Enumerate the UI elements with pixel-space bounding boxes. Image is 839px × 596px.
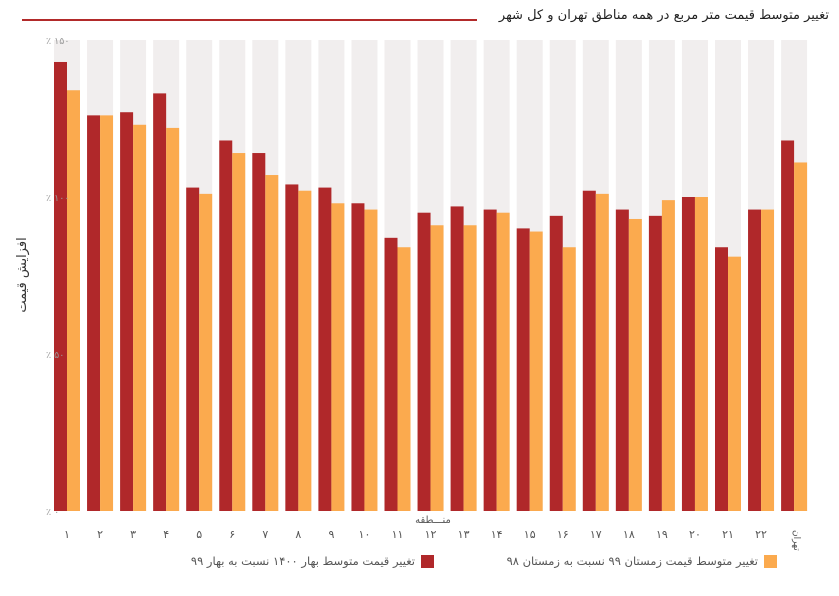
bar-series-2 [430, 225, 444, 511]
x-tick-label: ۲۰ [689, 528, 701, 541]
bar-series-1 [351, 203, 365, 511]
legend-swatch-series-2 [764, 554, 777, 568]
bar-series-2 [794, 162, 808, 511]
bar-series-1 [285, 184, 299, 511]
bar-series-1 [120, 112, 134, 511]
y-tick-label: ۱۰۰ ٪ [46, 193, 69, 204]
bar-series-1 [318, 187, 332, 511]
bar-series-1 [648, 215, 662, 511]
x-tick-label: ۱۰ [359, 528, 371, 541]
bar-series-2 [67, 90, 80, 512]
x-tick-label: ۶ [229, 528, 235, 541]
x-tick-label: ۷ [262, 528, 268, 541]
bar-series-1 [681, 197, 695, 511]
bar-series-1 [186, 187, 200, 511]
bar-series-2 [331, 203, 345, 511]
title-underline [22, 19, 477, 21]
x-tick-label: ۳ [130, 528, 136, 541]
bar-series-1 [781, 140, 795, 512]
x-tick-label: ۲۲ [755, 528, 767, 541]
y-tick-label: ۰ ٪ [46, 507, 59, 518]
bar-series-2 [562, 247, 576, 512]
bar-series-2 [661, 200, 675, 511]
bar-series-2 [628, 218, 642, 512]
bar-series-2 [529, 231, 543, 512]
x-tick-label: ۱۹ [656, 528, 668, 541]
bar-series-2 [496, 212, 510, 511]
y-tick-label: ۵۰ ٪ [46, 350, 64, 361]
bar-series-2 [265, 175, 279, 511]
x-tick-label: ۵ [196, 528, 202, 541]
bar-series-1 [450, 206, 464, 512]
bar-series-1 [516, 228, 530, 511]
bar-series-2 [100, 115, 114, 512]
y-axis-label: افزایش قیمت [15, 237, 30, 312]
bar-series-2 [728, 256, 741, 511]
x-tick-label: ۸ [295, 528, 301, 541]
bar-series-2 [232, 153, 246, 512]
legend-swatch-series-1 [421, 554, 434, 568]
bar-series-1 [748, 209, 762, 511]
bar-series-1 [715, 247, 728, 512]
bar-series-2 [761, 209, 775, 511]
y-tick-label: ۱۵۰ ٪ [46, 36, 69, 47]
bar-series-1 [153, 93, 167, 511]
x-tick-label: ۱ [64, 528, 70, 541]
x-tick-label: ۱۱ [392, 528, 404, 541]
bar-series-1 [549, 215, 563, 511]
bar-series-2 [298, 190, 312, 511]
legend-item-series-2: تغییر متوسط قیمت زمستان ۹۹ نسبت به زمستا… [507, 554, 777, 568]
bar-series-1 [384, 237, 398, 511]
bar-series-2 [166, 127, 180, 512]
bar-series-2 [595, 193, 609, 512]
x-tick-label: ۱۷ [590, 528, 602, 541]
bar-series-1 [219, 140, 233, 512]
bar-series-1 [417, 212, 431, 511]
x-tick-label: ۱۶ [557, 528, 569, 541]
legend-item-series-1: تغییر قیمت متوسط بهار ۱۴۰۰ نسبت به بهار … [191, 554, 434, 568]
bar-series-2 [694, 197, 708, 511]
x-tick-label: ۲۱ [722, 528, 734, 541]
legend: تغییر قیمت متوسط بهار ۱۴۰۰ نسبت به بهار … [0, 554, 839, 578]
bar-series-2 [463, 225, 477, 511]
x-tick-label: ۴ [163, 528, 169, 541]
x-tick-label: ۱۴ [491, 528, 503, 541]
bar-series-1 [87, 115, 101, 512]
legend-label-series-2: تغییر متوسط قیمت زمستان ۹۹ نسبت به زمستا… [506, 554, 758, 568]
bar-series-1 [483, 209, 497, 511]
legend-label-series-1: تغییر قیمت متوسط بهار ۱۴۰۰ نسبت به بهار … [190, 554, 415, 568]
bar-series-1 [615, 209, 629, 511]
x-tick-label: ۱۸ [623, 528, 635, 541]
chart-title: تغییر متوسط قیمت متر مربع در همه مناطق ت… [498, 8, 829, 23]
bar-chart: ۱ ۲ ۳ ۴ ۵ ۶ ۷ ۸ ۹ ۱۰ ۱۱ ۱۲ ۱۳ ۱۴ ۱۵ ۱۶ ۱۷ ۱۸ ۱۹ ۲۰ ۲۱ ۲۲ کل ته… [15, 36, 808, 552]
x-tick-label: ۱۵ [524, 528, 536, 541]
x-axis-label: منـــطقه [415, 515, 451, 526]
x-tick-label: ۲ [97, 528, 103, 541]
x-tick-label: ۹ [328, 528, 334, 541]
bar-series-1 [54, 61, 67, 511]
bar-series-2 [397, 247, 411, 512]
bar-series-1 [252, 153, 266, 512]
x-tick-label: ۱۲ [425, 528, 437, 541]
bar-series-2 [133, 124, 147, 511]
x-tick-label: کل تهران [791, 530, 801, 552]
x-tick-label: ۱۳ [458, 528, 470, 541]
bar-series-2 [199, 193, 213, 512]
bar-series-2 [364, 209, 378, 511]
bar-series-1 [582, 190, 596, 511]
